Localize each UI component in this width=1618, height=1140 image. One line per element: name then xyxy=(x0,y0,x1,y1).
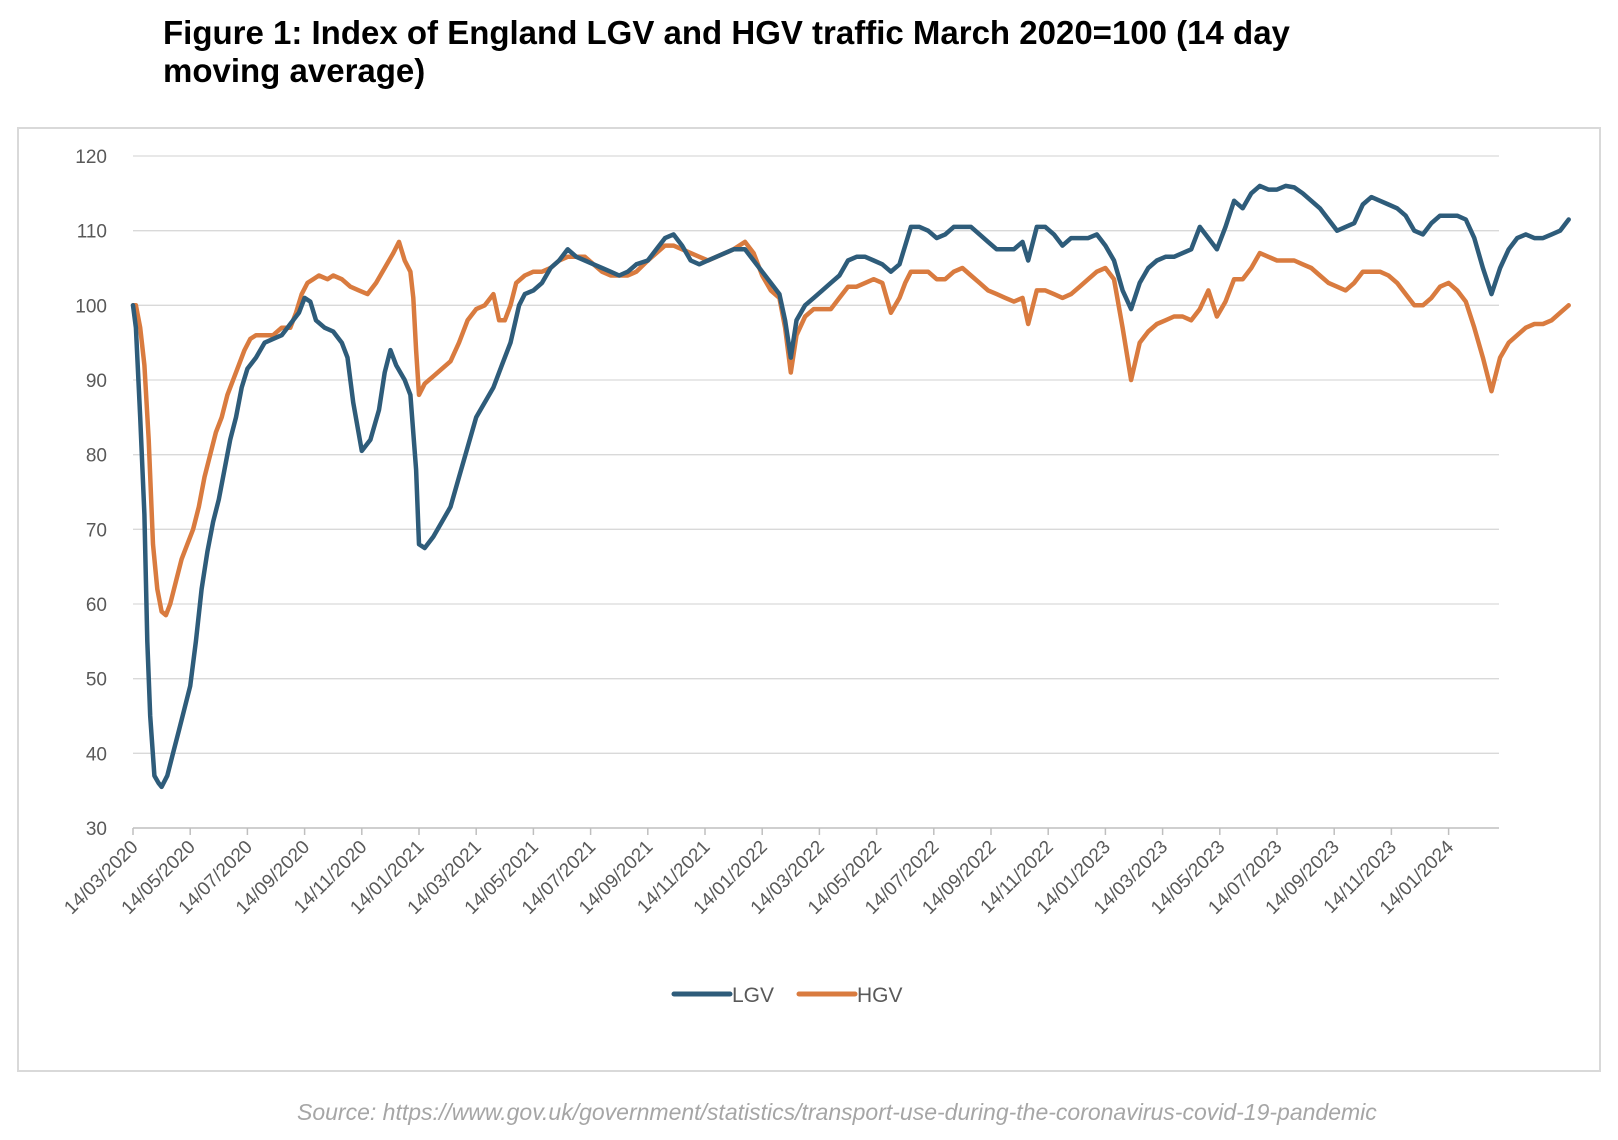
line-chart: 30 40 50 60 70 80 90 100 110 120 14/03/202014/05/… xyxy=(60,147,1571,1007)
legend: LGV HGV xyxy=(671,984,903,1007)
series-lines xyxy=(130,183,1571,790)
series-line-lgv xyxy=(130,183,1571,790)
figure-title: Figure 1: Index of England LGV and HGV t… xyxy=(163,14,1290,89)
y-tick-label: 60 xyxy=(86,595,107,616)
x-axis-ticks: 14/03/202014/05/202014/07/202014/09/2020… xyxy=(60,828,1458,919)
series-line-hgv xyxy=(130,239,1571,618)
y-tick-label: 100 xyxy=(75,296,107,317)
y-tick-label: 120 xyxy=(75,147,107,168)
source-note: Source: https://www.gov.uk/government/st… xyxy=(297,1099,1377,1125)
y-tick-label: 30 xyxy=(86,819,107,840)
grid-lines xyxy=(133,155,1499,754)
y-tick-label: 50 xyxy=(86,670,107,691)
y-axis-ticks: 30 40 50 60 70 80 90 100 110 120 xyxy=(75,147,107,840)
legend-label-lgv: LGV xyxy=(732,984,774,1007)
y-tick-label: 80 xyxy=(86,446,107,467)
y-tick-label: 90 xyxy=(86,371,107,392)
legend-label-hgv: HGV xyxy=(857,984,903,1007)
y-tick-label: 40 xyxy=(86,744,107,765)
chart-frame: 30 40 50 60 70 80 90 100 110 120 14/03/2020 14/05/… xyxy=(17,127,1601,1072)
y-tick-label: 70 xyxy=(86,520,107,541)
y-tick-label: 110 xyxy=(77,222,107,243)
